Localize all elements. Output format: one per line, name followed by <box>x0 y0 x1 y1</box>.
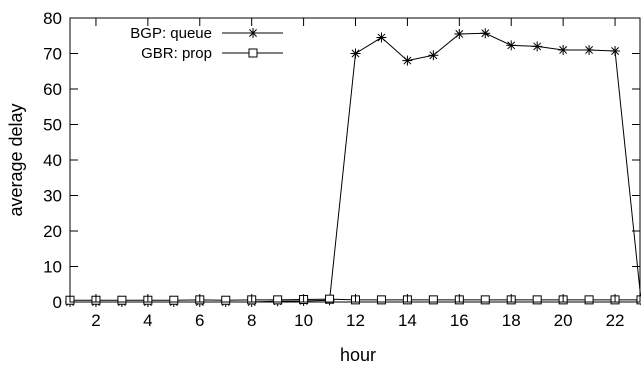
data-point <box>428 50 439 61</box>
data-point <box>221 295 231 305</box>
marker-stroke <box>533 42 542 51</box>
legend-label: GBR: prop <box>141 45 212 62</box>
x-axis-label: hour <box>340 345 376 365</box>
marker-stroke <box>377 33 386 42</box>
legend-item: BGP: queue <box>130 25 283 42</box>
x-tick-label: 2 <box>91 311 100 330</box>
data-point <box>169 295 179 305</box>
y-tick-label: 70 <box>43 45 62 64</box>
x-tick-label: 20 <box>554 311 573 330</box>
marker-stroke <box>429 51 438 60</box>
y-tick-label: 60 <box>43 80 62 99</box>
data-point <box>636 295 641 305</box>
data-point <box>610 46 621 57</box>
marker-stroke <box>455 30 464 38</box>
x-tick-label: 10 <box>294 311 313 330</box>
y-tick-label: 80 <box>43 9 62 28</box>
data-point <box>532 41 543 52</box>
marker-stroke <box>585 45 594 54</box>
data-point <box>117 295 127 305</box>
y-tick-label: 50 <box>43 116 62 135</box>
legend-item: GBR: prop <box>141 45 283 62</box>
x-tick-label: 12 <box>346 311 365 330</box>
y-tick-label: 0 <box>53 293 62 312</box>
x-tick-label: 4 <box>143 311 152 330</box>
marker-stroke <box>481 29 490 38</box>
data-point <box>584 295 594 305</box>
marker-stroke <box>611 47 619 55</box>
y-tick-label: 20 <box>43 222 62 241</box>
series-asterisk <box>65 28 641 307</box>
data-point <box>480 295 490 305</box>
data-point <box>376 295 386 305</box>
x-tick-label: 22 <box>606 311 625 330</box>
data-point <box>428 295 438 305</box>
y-tick-label: 40 <box>43 151 62 170</box>
data-point <box>248 28 258 38</box>
marker-stroke <box>559 45 568 54</box>
data-point <box>584 44 595 55</box>
y-tick-label: 10 <box>43 258 62 277</box>
x-tick-label: 8 <box>247 311 256 330</box>
y-axis-label: average delay <box>6 103 26 216</box>
data-point <box>402 55 413 66</box>
data-point <box>506 40 517 51</box>
data-point <box>350 48 361 59</box>
marker-stroke <box>403 56 412 65</box>
data-point <box>480 28 491 39</box>
data-point <box>376 32 387 43</box>
marker-stroke <box>507 41 516 50</box>
series-square <box>65 294 641 305</box>
x-tick-label: 18 <box>502 311 521 330</box>
series-line <box>70 32 641 303</box>
x-tick-label: 6 <box>195 311 204 330</box>
data-point <box>325 294 335 304</box>
marker-stroke <box>351 49 360 58</box>
data-point <box>248 48 258 58</box>
data-point <box>532 295 542 305</box>
data-point <box>558 44 569 55</box>
x-tick-label: 14 <box>398 311 417 330</box>
marker-stroke <box>249 29 257 37</box>
x-tick-label: 16 <box>450 311 469 330</box>
data-point <box>454 28 465 39</box>
y-tick-label: 30 <box>43 187 62 206</box>
legend-label: BGP: queue <box>130 25 212 42</box>
data-point <box>273 295 283 305</box>
